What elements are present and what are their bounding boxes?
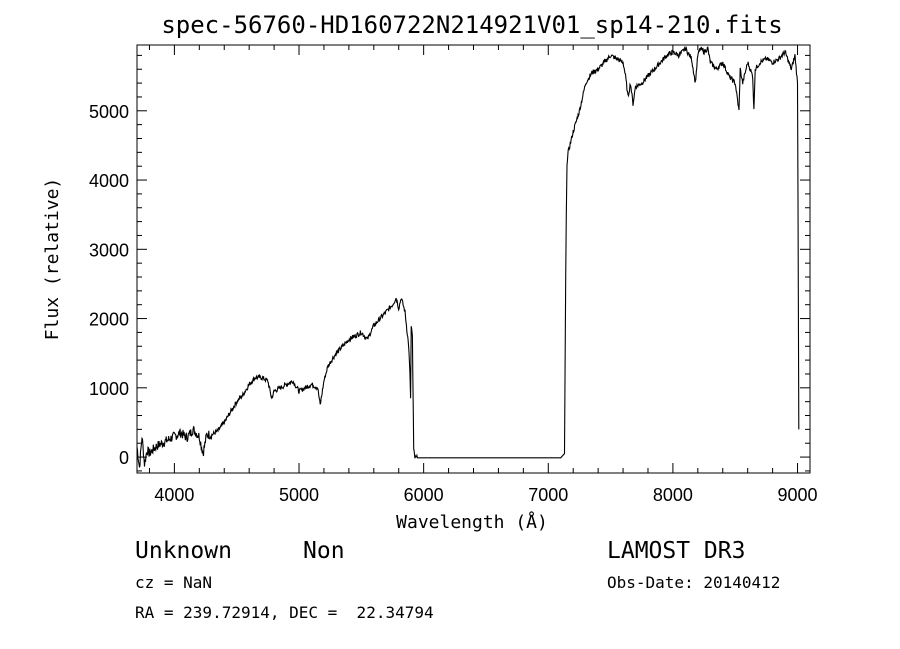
x-tick-labels: 4000 5000 6000 7000 8000 9000 xyxy=(154,485,817,505)
y-tick-label: 5000 xyxy=(89,102,129,122)
y-tick-label: 0 xyxy=(119,448,129,468)
subclass: Non xyxy=(303,538,345,564)
y-tick-label: 1000 xyxy=(89,379,129,399)
y-axis-label: Flux (relative) xyxy=(42,178,63,341)
coordinates-label: RA = 239.72914, DEC = 22.34794 xyxy=(135,603,434,622)
y-tick-label: 4000 xyxy=(89,171,129,191)
x-tick-label: 8000 xyxy=(653,485,693,505)
survey-label: LAMOST DR3 xyxy=(607,538,746,564)
x-tick-label: 7000 xyxy=(528,485,568,505)
object-class: Unknown xyxy=(135,538,232,564)
x-tick-label: 6000 xyxy=(404,485,444,505)
obs-date-label: Obs-Date: 20140412 xyxy=(607,573,781,592)
spectrum-line xyxy=(136,45,800,468)
plot-frame xyxy=(136,44,811,474)
y-tick-label: 2000 xyxy=(89,310,129,330)
x-axis-label: Wavelength (Å) xyxy=(396,511,548,533)
x-tick-label: 4000 xyxy=(154,485,194,505)
axis-ticks xyxy=(137,45,810,473)
y-tick-labels: 0 1000 2000 3000 4000 5000 xyxy=(89,102,129,468)
redshift-label: cz = NaN xyxy=(135,573,213,592)
chart-title: spec-56760-HD160722N214921V01_sp14-210.f… xyxy=(161,11,782,39)
y-tick-label: 3000 xyxy=(89,240,129,260)
x-tick-label: 9000 xyxy=(778,485,818,505)
x-tick-label: 5000 xyxy=(279,485,319,505)
